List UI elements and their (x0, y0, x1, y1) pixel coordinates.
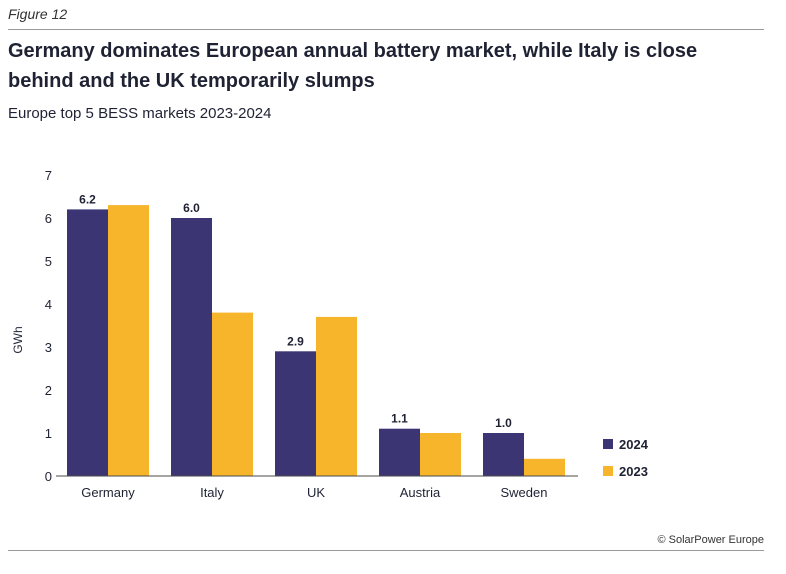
x-tick-label: Germany (81, 485, 135, 500)
legend-swatch-2024 (603, 439, 613, 449)
bar-2023-uk (316, 316, 357, 476)
bar-2024-austria (379, 428, 420, 476)
bar-2023-sweden (524, 458, 565, 476)
bar-2024-sweden (483, 433, 524, 476)
x-tick-label: Italy (200, 485, 224, 500)
data-label: 1.0 (495, 416, 512, 430)
y-tick-label: 5 (45, 254, 52, 269)
data-label: 1.1 (391, 412, 408, 426)
y-axis-label: GWh (11, 326, 25, 353)
chart-title: Germany dominates European annual batter… (8, 40, 698, 92)
y-tick-label: 1 (45, 426, 52, 441)
data-label: 6.0 (183, 201, 200, 215)
bottom-divider (8, 550, 764, 551)
data-label: 2.9 (287, 334, 304, 348)
chart-subtitle: Europe top 5 BESS markets 2023-2024 (8, 105, 272, 122)
figure-label: Figure 12 (8, 6, 68, 22)
bar-2024-uk (275, 351, 316, 476)
y-tick-label: 6 (45, 211, 52, 226)
y-tick-label: 3 (45, 340, 52, 355)
x-tick-label: Sweden (501, 485, 548, 500)
legend-label-2024: 2024 (619, 437, 649, 452)
top-divider (8, 29, 764, 30)
bar-2023-austria (420, 433, 461, 476)
y-tick-label: 7 (45, 168, 52, 183)
data-label: 6.2 (79, 192, 96, 206)
x-tick-label: UK (307, 485, 325, 500)
y-tick-label: 0 (45, 469, 52, 484)
x-tick-label: Austria (400, 485, 441, 500)
y-tick-label: 2 (45, 383, 52, 398)
bar-2024-italy (171, 218, 212, 476)
bar-chart: 0 1 2 3 4 5 6 7 GWh 6.2 Germany 6.0 Italy 2.9 UK 1.1 Aus… (11, 168, 649, 500)
bar-2024-germany (67, 209, 108, 476)
legend-swatch-2023 (603, 466, 613, 476)
y-tick-label: 4 (45, 297, 52, 312)
source-credit: © SolarPower Europe (657, 534, 764, 546)
bar-2023-germany (108, 205, 149, 476)
legend-label-2023: 2023 (619, 464, 648, 479)
bar-2023-italy (212, 312, 253, 476)
